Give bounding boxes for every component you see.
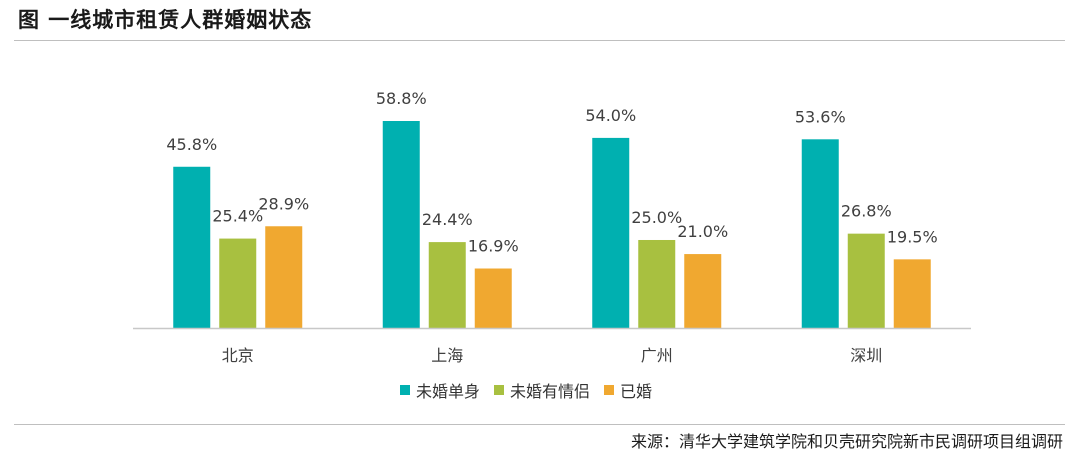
legend-item-1: 未婚单身 xyxy=(400,378,480,402)
data-label-2-2: 24.4% xyxy=(422,210,473,229)
data-label-2-1: 58.8% xyxy=(376,89,427,108)
bottom-divider xyxy=(14,424,1065,425)
chart-title: 图 一线城市租赁人群婚姻状态 xyxy=(18,7,313,32)
category-label-1: 北京 xyxy=(222,346,254,365)
legend-label: 已婚 xyxy=(620,382,653,401)
bar-2-1 xyxy=(382,121,420,328)
legend-label: 未婚单身 xyxy=(416,382,481,401)
bar-4-3 xyxy=(893,259,931,328)
data-label-3-1: 54.0% xyxy=(585,106,636,125)
source-note: 来源：清华大学建筑学院和贝壳研究院新市民调研项目组调研 xyxy=(630,432,1063,451)
legend-swatch xyxy=(604,385,615,395)
bar-4-1 xyxy=(801,139,839,328)
data-label-3-2: 25.0% xyxy=(631,208,682,227)
bar-2-3 xyxy=(474,268,512,328)
bar-3-3 xyxy=(684,254,722,328)
bar-3-1 xyxy=(592,137,630,328)
legend-swatch xyxy=(400,385,410,395)
bar-3-2 xyxy=(638,239,676,328)
legend: 未婚单身 未婚有情侣 已婚 xyxy=(400,378,652,402)
bar-4-2 xyxy=(847,233,885,328)
data-label-4-1: 53.6% xyxy=(795,107,846,126)
legend-item-2: 未婚有情侣 xyxy=(494,378,590,402)
legend-label: 未婚有情侣 xyxy=(510,382,591,401)
data-label-4-2: 26.8% xyxy=(841,202,892,221)
category-label-2: 上海 xyxy=(431,346,463,365)
data-label-1-2: 25.4% xyxy=(212,207,263,226)
bar-1-1 xyxy=(173,166,211,328)
category-label-4: 深圳 xyxy=(850,346,882,365)
legend-item-3: 已婚 xyxy=(604,378,652,402)
data-label-3-3: 21.0% xyxy=(677,222,728,241)
bar-1-3 xyxy=(265,226,303,328)
data-label-4-3: 19.5% xyxy=(887,227,938,246)
bar-1-2 xyxy=(219,238,257,328)
bar-2-2 xyxy=(428,242,466,328)
data-label-2-3: 16.9% xyxy=(468,237,519,256)
data-label-1-1: 45.8% xyxy=(166,135,217,154)
data-label-1-3: 28.9% xyxy=(258,194,309,213)
legend-swatch xyxy=(494,385,505,395)
top-divider xyxy=(14,40,1065,41)
category-label-3: 广州 xyxy=(641,346,673,365)
